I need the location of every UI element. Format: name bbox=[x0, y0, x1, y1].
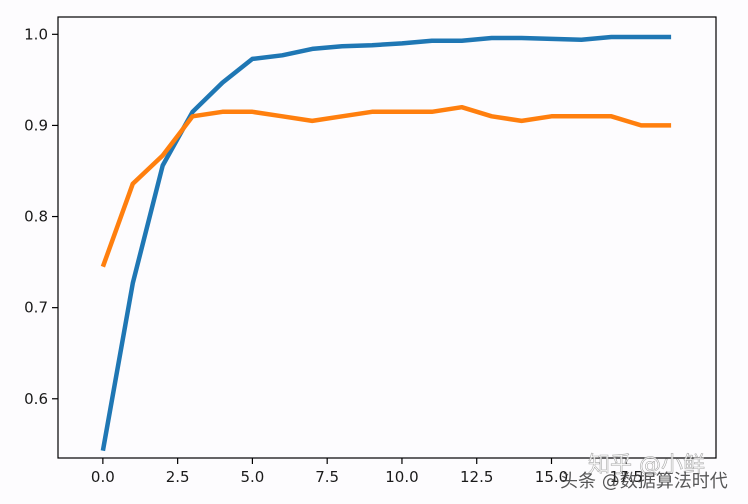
y-tick-label: 0.8 bbox=[24, 208, 48, 226]
watermark-line2: 头条 @数据算法时代 bbox=[560, 471, 728, 492]
x-tick-label: 12.5 bbox=[460, 468, 493, 486]
x-tick-label: 15.0 bbox=[535, 468, 568, 486]
y-tick-label: 0.9 bbox=[24, 116, 48, 134]
x-tick-label: 10.0 bbox=[385, 468, 418, 486]
x-tick-label: 5.0 bbox=[240, 468, 264, 486]
x-axis: 0.0 2.5 5.0 7.5 10.0 12.5 15.0 17.5 bbox=[91, 458, 643, 486]
x-tick-label: 0.0 bbox=[91, 468, 115, 486]
watermark: 知乎 @小鲜 头条 @数据算法时代 bbox=[560, 453, 728, 492]
x-tick-label: 2.5 bbox=[166, 468, 190, 486]
y-tick-label: 1.0 bbox=[24, 25, 48, 43]
y-axis: 0.6 0.7 0.8 0.9 1.0 bbox=[24, 25, 58, 408]
x-tick-label: 17.5 bbox=[610, 468, 643, 486]
series-line-1 bbox=[100, 34, 672, 452]
y-tick-label: 0.6 bbox=[24, 390, 48, 408]
plot-frame bbox=[57, 16, 717, 459]
x-tick-label: 7.5 bbox=[315, 468, 339, 486]
y-tick-label: 0.7 bbox=[24, 299, 48, 317]
series-lines bbox=[100, 34, 672, 452]
watermark-line1: 知乎 @小鲜 bbox=[588, 453, 705, 478]
series-line-2 bbox=[100, 104, 672, 268]
